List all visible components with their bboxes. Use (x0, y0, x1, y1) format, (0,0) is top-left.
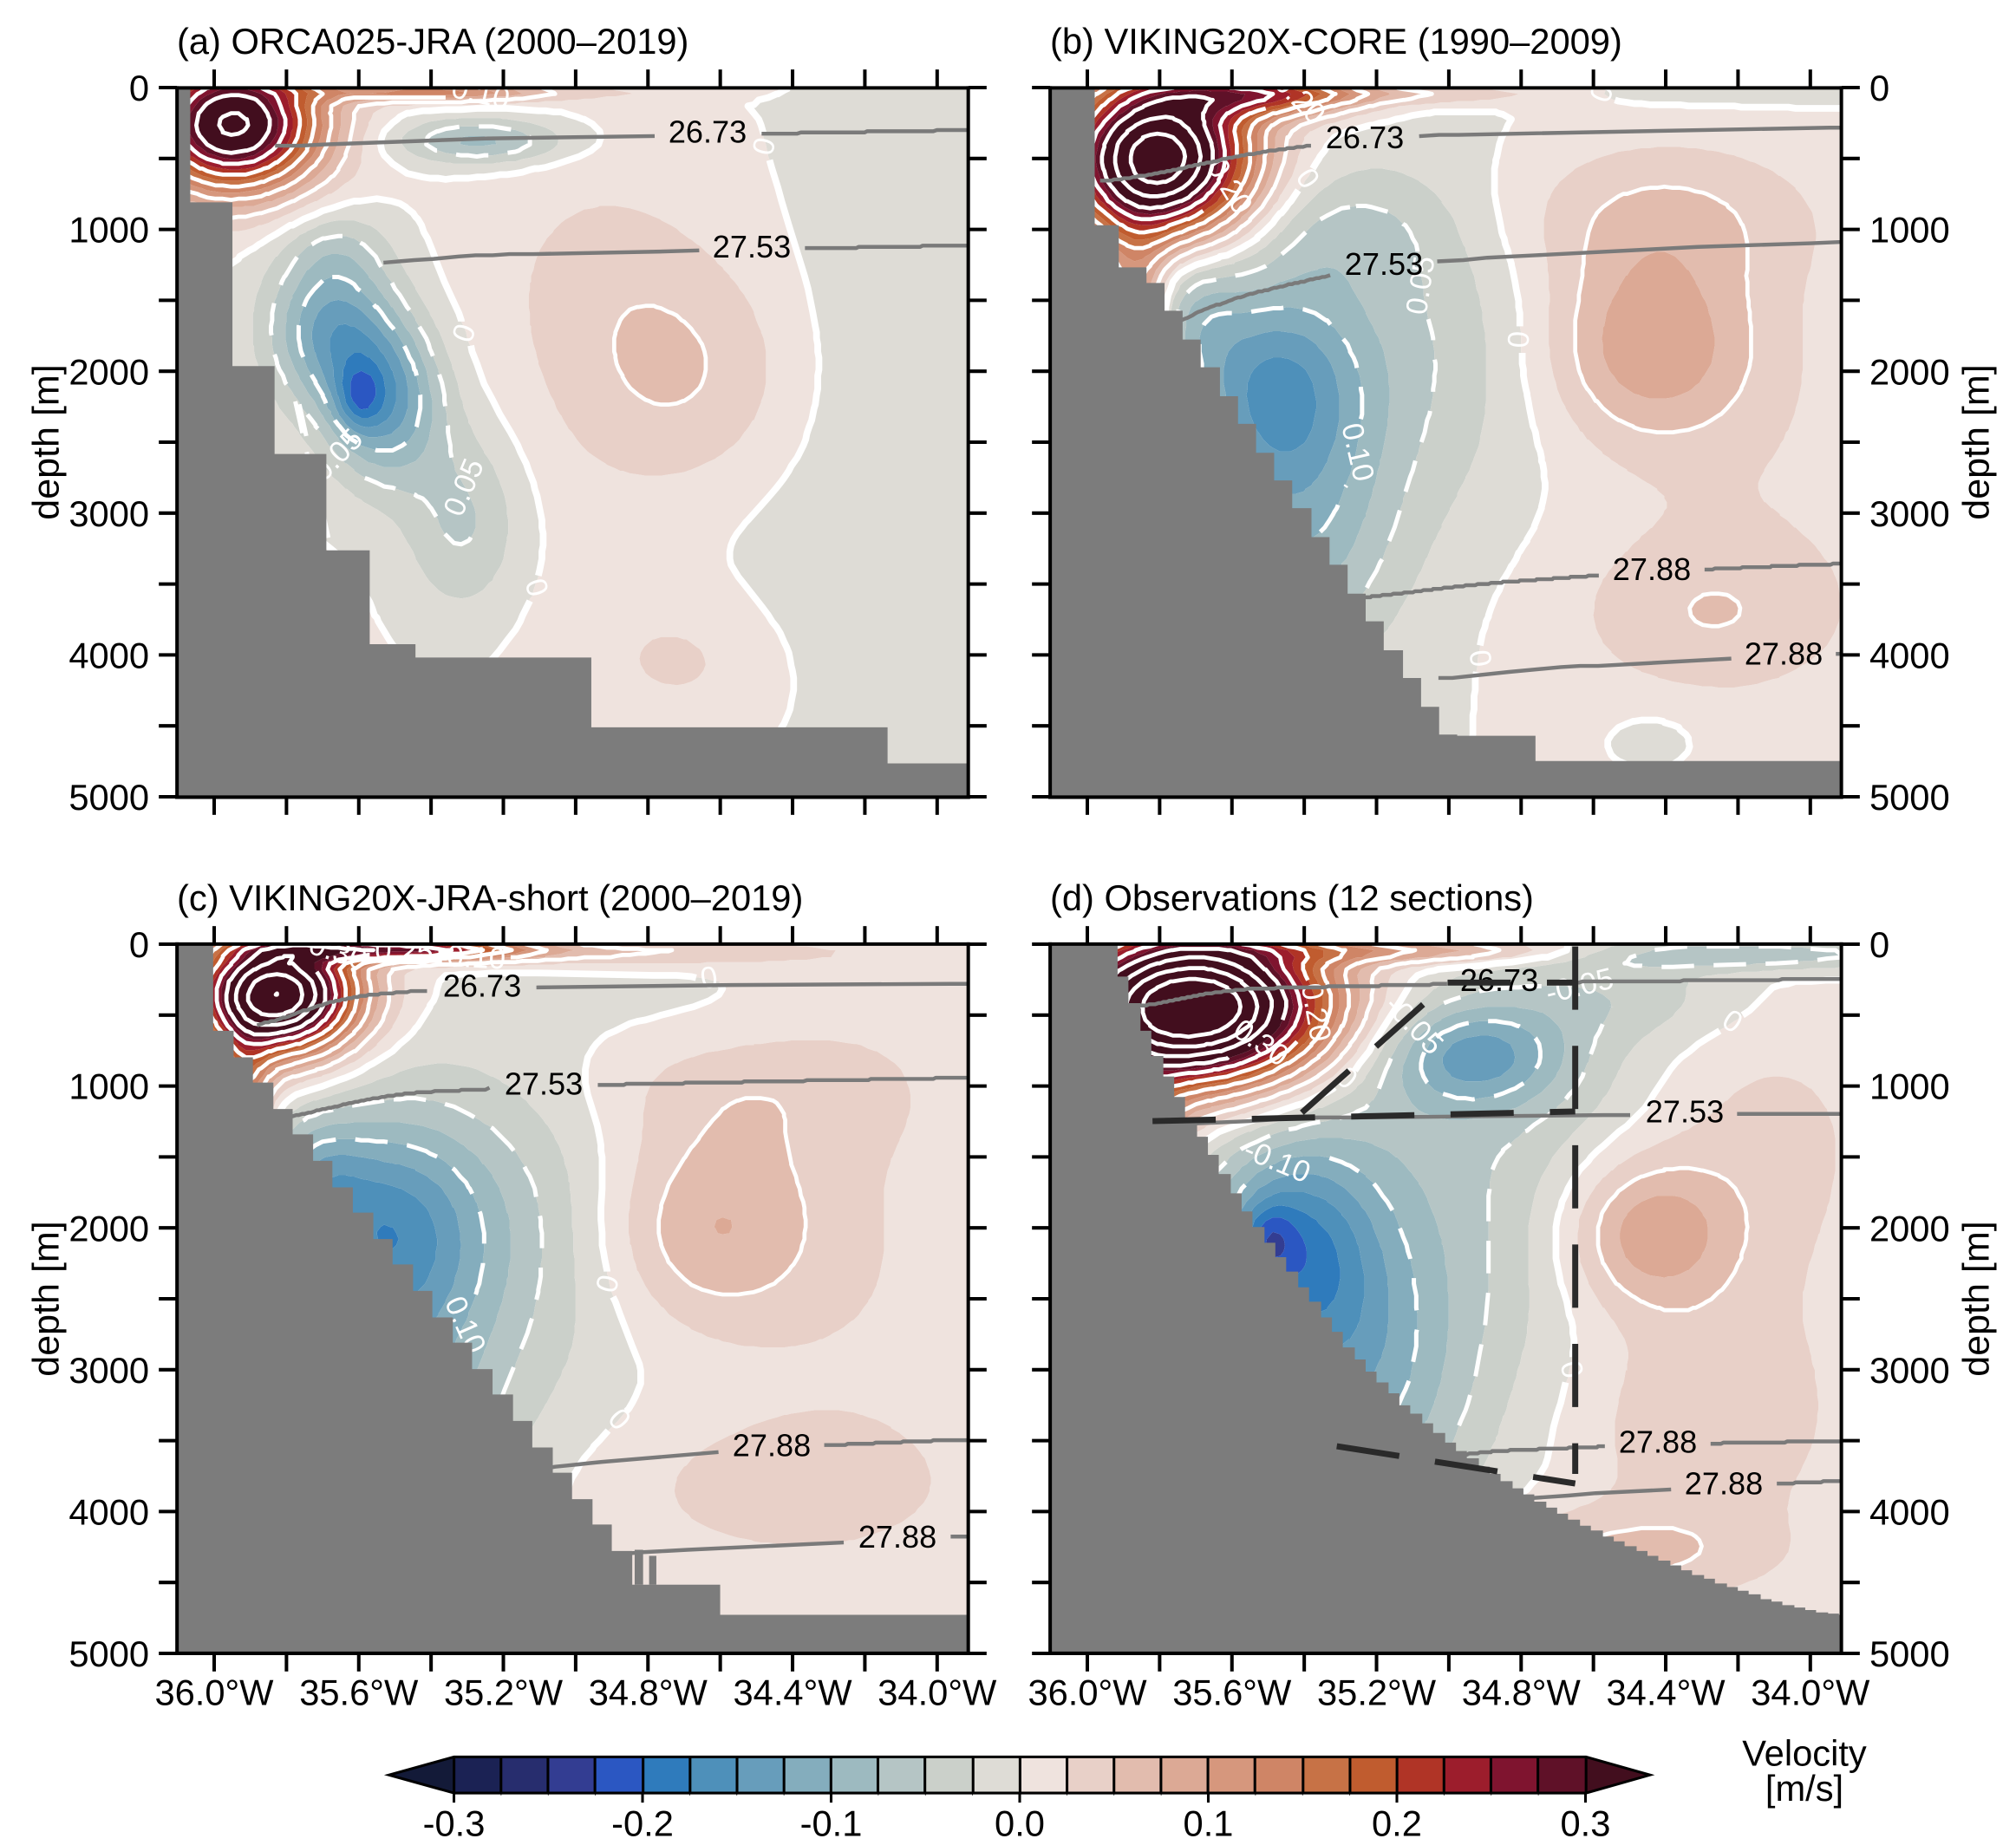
svg-text:26.73: 26.73 (1326, 120, 1404, 155)
svg-text:2000: 2000 (69, 1208, 149, 1248)
svg-text:27.88: 27.88 (1619, 1424, 1697, 1459)
svg-text:27.53: 27.53 (1345, 246, 1423, 282)
svg-text:4000: 4000 (1869, 1491, 1950, 1532)
svg-text:27.53: 27.53 (713, 229, 791, 264)
svg-text:34.8°W: 34.8°W (589, 1672, 708, 1712)
svg-text:5000: 5000 (69, 777, 149, 818)
svg-text:34.4°W: 34.4°W (1607, 1672, 1726, 1712)
svg-text:(b) VIKING20X-CORE (1990–2009): (b) VIKING20X-CORE (1990–2009) (1050, 21, 1622, 62)
svg-text:(c) VIKING20X-JRA-short (2000–: (c) VIKING20X-JRA-short (2000–2019) (177, 877, 803, 918)
svg-text:27.53: 27.53 (505, 1066, 583, 1102)
svg-text:1000: 1000 (69, 210, 149, 251)
svg-text:27.88: 27.88 (1613, 551, 1691, 587)
svg-text:depth [m]: depth [m] (26, 364, 68, 519)
svg-text:34.8°W: 34.8°W (1462, 1672, 1582, 1712)
svg-text:4000: 4000 (69, 635, 149, 675)
svg-text:2000: 2000 (69, 351, 149, 392)
svg-text:26.73: 26.73 (669, 114, 747, 150)
svg-text:26.73: 26.73 (443, 968, 521, 1004)
svg-text:34.0°W: 34.0°W (878, 1672, 997, 1712)
svg-text:Velocity: Velocity (1742, 1733, 1867, 1774)
svg-text:0.2: 0.2 (1372, 1803, 1422, 1841)
svg-text:depth [m]: depth [m] (1956, 1221, 1998, 1376)
svg-text:36.0°W: 36.0°W (1028, 1672, 1147, 1712)
svg-text:3000: 3000 (1869, 493, 1950, 534)
svg-text:-0.3: -0.3 (423, 1803, 486, 1841)
svg-text:0.25: 0.25 (374, 934, 434, 969)
svg-text:(a) ORCA025-JRA (2000–2019): (a) ORCA025-JRA (2000–2019) (177, 21, 688, 62)
svg-text:0.0: 0.0 (995, 1803, 1045, 1841)
svg-text:3000: 3000 (69, 1350, 149, 1391)
svg-text:0.3: 0.3 (1561, 1803, 1611, 1841)
svg-text:4000: 4000 (1869, 635, 1950, 675)
svg-text:0: 0 (1502, 330, 1536, 349)
svg-text:5000: 5000 (1869, 777, 1950, 818)
svg-text:-0.2: -0.2 (611, 1803, 674, 1841)
svg-text:3000: 3000 (69, 493, 149, 534)
svg-text:35.2°W: 35.2°W (444, 1672, 564, 1712)
svg-text:0.1: 0.1 (1184, 1803, 1234, 1841)
svg-text:2000: 2000 (1869, 351, 1950, 392)
svg-text:35.2°W: 35.2°W (1317, 1672, 1437, 1712)
svg-text:5000: 5000 (1869, 1633, 1950, 1674)
svg-text:[m/s]: [m/s] (1765, 1768, 1843, 1809)
svg-text:0.10: 0.10 (446, 940, 506, 976)
svg-text:35.6°W: 35.6°W (1172, 1672, 1292, 1712)
svg-text:34.4°W: 34.4°W (734, 1672, 853, 1712)
svg-text:0: 0 (1869, 924, 1889, 965)
svg-text:3000: 3000 (1869, 1350, 1950, 1391)
svg-text:depth [m]: depth [m] (26, 1221, 68, 1376)
svg-text:depth [m]: depth [m] (1956, 364, 1998, 519)
svg-text:27.88: 27.88 (733, 1427, 811, 1463)
svg-text:1000: 1000 (1869, 210, 1950, 251)
svg-text:5000: 5000 (69, 1633, 149, 1674)
svg-text:0: 0 (1869, 68, 1889, 108)
svg-text:1000: 1000 (1869, 1066, 1950, 1107)
svg-text:27.88: 27.88 (1745, 636, 1823, 671)
svg-text:36.0°W: 36.0°W (154, 1672, 274, 1712)
svg-text:35.6°W: 35.6°W (299, 1672, 419, 1712)
svg-text:27.88: 27.88 (1685, 1466, 1763, 1502)
svg-text:(d) Observations (12 sections): (d) Observations (12 sections) (1050, 877, 1534, 918)
svg-text:0: 0 (129, 68, 149, 108)
svg-text:2000: 2000 (1869, 1208, 1950, 1248)
svg-text:4000: 4000 (69, 1491, 149, 1532)
svg-text:0: 0 (129, 924, 149, 965)
svg-text:27.53: 27.53 (1646, 1093, 1724, 1129)
svg-text:34.0°W: 34.0°W (1751, 1672, 1870, 1712)
svg-text:27.88: 27.88 (858, 1519, 936, 1555)
svg-text:-0.1: -0.1 (800, 1803, 863, 1841)
svg-text:1000: 1000 (69, 1066, 149, 1107)
